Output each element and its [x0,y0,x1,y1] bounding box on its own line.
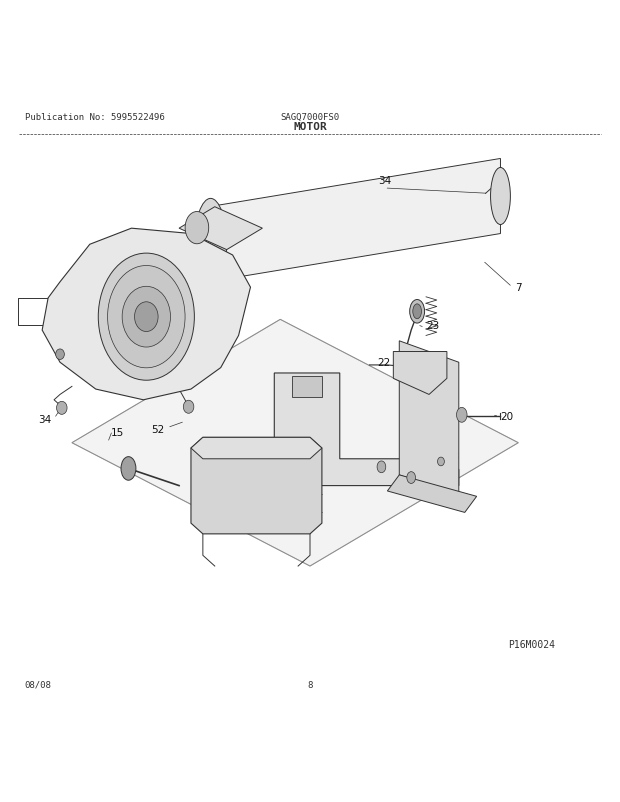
Polygon shape [191,438,322,534]
Text: 20: 20 [500,411,513,421]
Ellipse shape [121,457,136,480]
Ellipse shape [56,402,67,415]
Ellipse shape [490,168,510,225]
Text: 52: 52 [151,425,164,435]
Polygon shape [292,376,322,398]
Text: 34: 34 [38,414,51,424]
Ellipse shape [135,302,158,332]
Polygon shape [191,438,322,460]
Text: SAGQ7000FS0: SAGQ7000FS0 [280,113,340,122]
Text: 7: 7 [515,283,522,293]
Text: MOTOR: MOTOR [293,123,327,132]
Text: 34: 34 [378,176,391,186]
Polygon shape [209,160,500,282]
Polygon shape [274,374,459,486]
Text: 46: 46 [396,472,409,483]
Ellipse shape [407,472,415,484]
Text: 23: 23 [426,320,440,330]
Text: 15: 15 [110,427,124,437]
Ellipse shape [98,253,195,381]
Text: 25: 25 [363,460,376,469]
Text: Publication No: 5995522496: Publication No: 5995522496 [25,113,164,122]
Text: 48: 48 [447,452,460,461]
Polygon shape [388,476,477,512]
Polygon shape [393,352,447,395]
Ellipse shape [456,408,467,423]
Text: 8: 8 [308,680,312,689]
Text: P16M0024: P16M0024 [508,638,556,649]
Ellipse shape [108,266,185,368]
Ellipse shape [413,305,422,319]
Polygon shape [72,320,518,566]
Ellipse shape [195,199,227,291]
Text: 47: 47 [180,240,194,250]
Polygon shape [399,342,459,496]
Text: 10: 10 [50,304,63,314]
Ellipse shape [410,300,425,324]
Ellipse shape [377,461,386,473]
Text: 28: 28 [191,473,204,483]
Ellipse shape [438,458,445,466]
Text: 08/08: 08/08 [25,680,51,689]
Polygon shape [42,229,250,400]
Text: 22: 22 [377,358,391,368]
Ellipse shape [122,287,170,347]
Text: 4: 4 [328,393,334,403]
Polygon shape [179,208,262,250]
Ellipse shape [56,350,64,360]
Text: 52: 52 [63,352,77,363]
Ellipse shape [184,401,194,414]
Ellipse shape [185,213,209,245]
